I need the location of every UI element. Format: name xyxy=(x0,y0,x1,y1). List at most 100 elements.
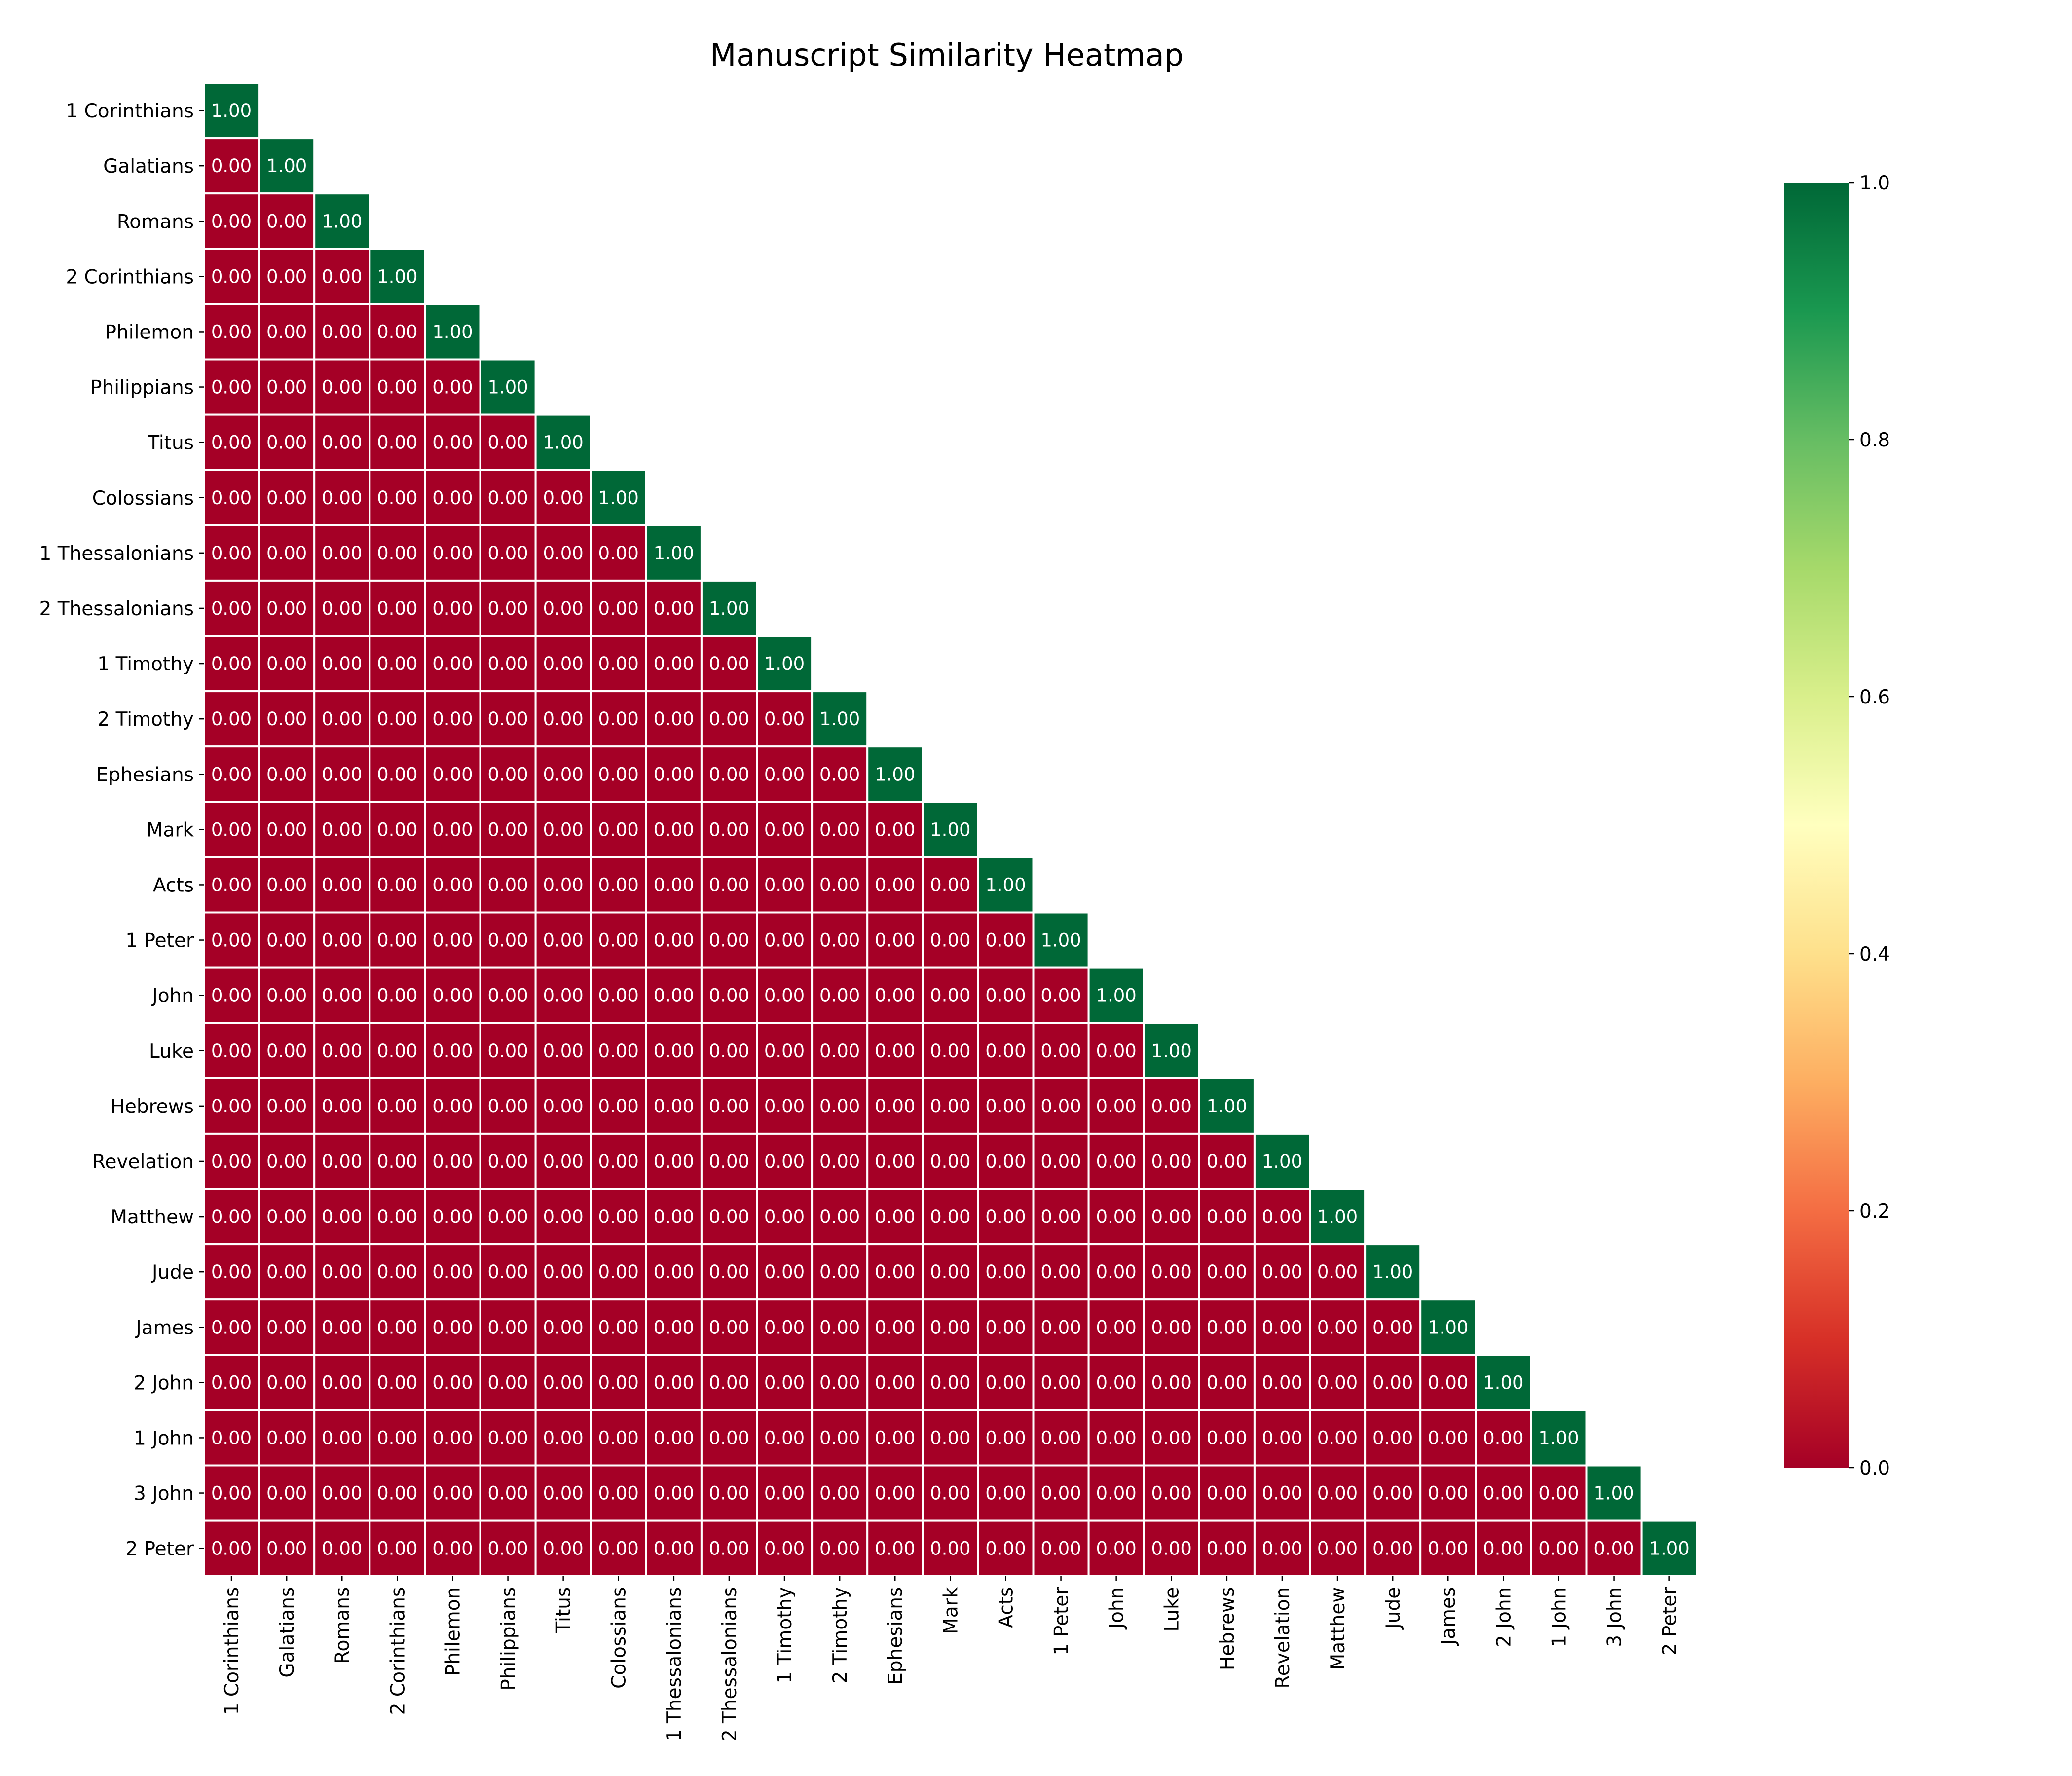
heatmap-cell-label-22-20: 0.00 xyxy=(1317,1317,1358,1338)
y-tick-label-9: 2 Thessalonians xyxy=(39,598,194,620)
heatmap-cell-label-17-17: 1.00 xyxy=(1151,1040,1192,1062)
heatmap-cell-8-8 xyxy=(645,524,703,582)
heatmap-cell-label-25-7: 0.00 xyxy=(598,1483,639,1504)
y-tick-label-26: 2 Peter xyxy=(125,1538,194,1560)
y-tick-label-18: Hebrews xyxy=(111,1096,194,1118)
heatmap-cell-label-19-17: 0.00 xyxy=(1151,1151,1192,1172)
heatmap-cell-label-20-10: 0.00 xyxy=(764,1206,805,1227)
heatmap-cell-18-1 xyxy=(258,1077,316,1135)
heatmap-cell-label-14-13: 0.00 xyxy=(930,874,970,895)
heatmap-cell-6-0 xyxy=(203,413,260,471)
heatmap-cell-label-26-26: 1.00 xyxy=(1649,1538,1689,1559)
heatmap-cell-label-25-23: 0.00 xyxy=(1483,1483,1523,1504)
heatmap-cell-12-12 xyxy=(866,745,924,803)
heatmap-cell-label-15-8: 0.00 xyxy=(654,930,694,951)
heatmap-cell-21-3 xyxy=(369,1243,426,1301)
heatmap-cell-15-10 xyxy=(756,911,814,969)
heatmap-cell-17-12 xyxy=(866,1022,924,1079)
heatmap-cell-label-23-5: 0.00 xyxy=(487,1372,528,1393)
heatmap-cell-label-13-3: 0.00 xyxy=(377,819,417,840)
heatmap-cell-17-1 xyxy=(258,1022,316,1079)
colorbar-tick-label-5: 1.0 xyxy=(1859,172,1890,194)
heatmap-cell-label-19-0: 0.00 xyxy=(211,1151,252,1172)
heatmap-cell-label-21-4: 0.00 xyxy=(432,1261,473,1283)
x-tick-label-19: Revelation xyxy=(1272,1587,1294,1689)
heatmap-cell-21-18 xyxy=(1198,1243,1256,1301)
y-tick-label-5: Philippians xyxy=(90,377,194,399)
heatmap-cell-23-1 xyxy=(258,1354,316,1411)
heatmap-cell-label-16-6: 0.00 xyxy=(543,985,583,1006)
heatmap-cell-label-7-3: 0.00 xyxy=(377,487,417,509)
heatmap-cell-label-17-5: 0.00 xyxy=(487,1040,528,1062)
y-tick-label-23: 2 John xyxy=(134,1372,194,1394)
heatmap-cell-label-26-20: 0.00 xyxy=(1317,1538,1358,1559)
heatmap-cell-label-14-9: 0.00 xyxy=(709,874,749,895)
heatmap-cell-22-12 xyxy=(866,1298,924,1356)
heatmap-cell-label-20-8: 0.00 xyxy=(654,1206,694,1227)
heatmap-cell-label-25-10: 0.00 xyxy=(764,1483,805,1504)
heatmap-cell-label-17-7: 0.00 xyxy=(598,1040,639,1062)
y-tick-label-2: Romans xyxy=(117,211,194,233)
heatmap-cell-19-4 xyxy=(424,1132,481,1190)
heatmap-cell-18-7 xyxy=(590,1077,647,1135)
heatmap-cell-label-12-4: 0.00 xyxy=(432,764,473,785)
heatmap-cell-label-17-13: 0.00 xyxy=(930,1040,970,1062)
heatmap-cell-21-19 xyxy=(1253,1243,1311,1301)
heatmap-cell-26-8 xyxy=(645,1519,703,1577)
heatmap-cell-16-2 xyxy=(313,966,371,1024)
heatmap-cell-10-10 xyxy=(756,635,814,693)
heatmap-cell-16-13 xyxy=(922,966,979,1024)
heatmap-cell-label-24-15: 0.00 xyxy=(1040,1427,1081,1448)
heatmap-cell-label-15-11: 0.00 xyxy=(819,930,860,951)
heatmap-cell-13-11 xyxy=(811,801,869,858)
heatmap-cell-14-9 xyxy=(700,856,758,914)
heatmap-cell-label-3-0: 0.00 xyxy=(211,266,252,287)
heatmap-cell-label-20-4: 0.00 xyxy=(432,1206,473,1227)
heatmap-cell-label-7-1: 0.00 xyxy=(266,487,307,509)
heatmap-cell-label-7-6: 0.00 xyxy=(543,487,583,509)
heatmap-cell-label-12-5: 0.00 xyxy=(487,764,528,785)
heatmap-cell-5-3 xyxy=(369,358,426,416)
heatmap-cell-label-22-16: 0.00 xyxy=(1096,1317,1136,1338)
heatmap-cell-label-25-0: 0.00 xyxy=(211,1483,252,1504)
heatmap-cell-label-6-1: 0.00 xyxy=(266,432,307,453)
heatmap-cell-label-10-9: 0.00 xyxy=(709,653,749,674)
heatmap-cell-label-6-0: 0.00 xyxy=(211,432,252,453)
heatmap-cell-9-3 xyxy=(369,579,426,637)
heatmap-cell-label-16-15: 0.00 xyxy=(1040,985,1081,1006)
heatmap-cell-20-7 xyxy=(590,1188,647,1246)
heatmap-cell-label-20-3: 0.00 xyxy=(377,1206,417,1227)
heatmap-cell-label-16-10: 0.00 xyxy=(764,985,805,1006)
heatmap-cell-25-2 xyxy=(313,1464,371,1522)
heatmap-cell-11-1 xyxy=(258,690,316,748)
heatmap-cell-6-5 xyxy=(479,413,537,471)
heatmap-cell-14-2 xyxy=(313,856,371,914)
heatmap-cell-label-4-3: 0.00 xyxy=(377,321,417,342)
heatmap-cell-label-10-3: 0.00 xyxy=(377,653,417,674)
heatmap-cell-label-15-12: 0.00 xyxy=(875,930,915,951)
heatmap-cell-label-25-15: 0.00 xyxy=(1040,1483,1081,1504)
heatmap-cell-label-18-14: 0.00 xyxy=(985,1096,1026,1117)
heatmap-cell-label-23-6: 0.00 xyxy=(543,1372,583,1393)
heatmap-cell-label-15-5: 0.00 xyxy=(487,930,528,951)
x-tick-label-3: 2 Corinthians xyxy=(387,1587,409,1715)
heatmap-cell-18-9 xyxy=(700,1077,758,1135)
heatmap-cell-8-5 xyxy=(479,524,537,582)
heatmap-cell-25-10 xyxy=(756,1464,814,1522)
heatmap-cell-17-14 xyxy=(977,1022,1035,1079)
heatmap-cell-15-5 xyxy=(479,911,537,969)
heatmap-cell-label-14-4: 0.00 xyxy=(432,874,473,895)
heatmap-cell-21-15 xyxy=(1032,1243,1090,1301)
heatmap-cell-22-7 xyxy=(590,1298,647,1356)
heatmap-cell-label-24-7: 0.00 xyxy=(598,1427,639,1448)
heatmap-cell-label-13-2: 0.00 xyxy=(322,819,362,840)
heatmap-cell-label-23-9: 0.00 xyxy=(709,1372,749,1393)
heatmap-cell-label-21-1: 0.00 xyxy=(266,1261,307,1283)
heatmap-cell-label-23-16: 0.00 xyxy=(1096,1372,1136,1393)
heatmap-cell-label-25-17: 0.00 xyxy=(1151,1483,1192,1504)
heatmap-cell-label-18-6: 0.00 xyxy=(543,1096,583,1117)
heatmap-cell-label-26-17: 0.00 xyxy=(1151,1538,1192,1559)
heatmap-cell-label-13-13: 1.00 xyxy=(930,819,970,840)
heatmap-cell-26-26 xyxy=(1640,1519,1698,1577)
